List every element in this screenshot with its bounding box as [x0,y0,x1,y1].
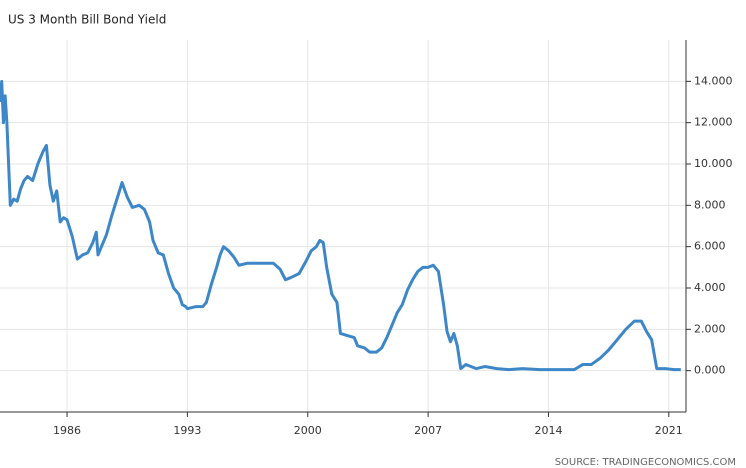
data-line [0,79,681,372]
y-tick-label: 8.000 [694,198,726,211]
y-tick-label: 10.000 [694,157,733,170]
x-tick-label: 1986 [53,424,81,437]
y-tick-label: 2.000 [694,322,726,335]
y-tick-label: 4.000 [694,281,726,294]
source-note: SOURCE: TRADINGECONOMICS.COM [555,457,736,468]
y-tick-label: 6.000 [694,240,726,253]
x-tick-label: 2014 [534,424,562,437]
y-tick-label: 0.000 [694,364,726,377]
x-tick-label: 1993 [173,424,201,437]
x-tick-label: 2021 [655,424,683,437]
chart-title: US 3 Month Bill Bond Yield [8,13,166,27]
x-tick-label: 2007 [414,424,442,437]
y-tick-label: 14.000 [694,74,733,87]
y-tick-label: 12.000 [694,116,733,129]
x-tick-label: 2000 [294,424,322,437]
